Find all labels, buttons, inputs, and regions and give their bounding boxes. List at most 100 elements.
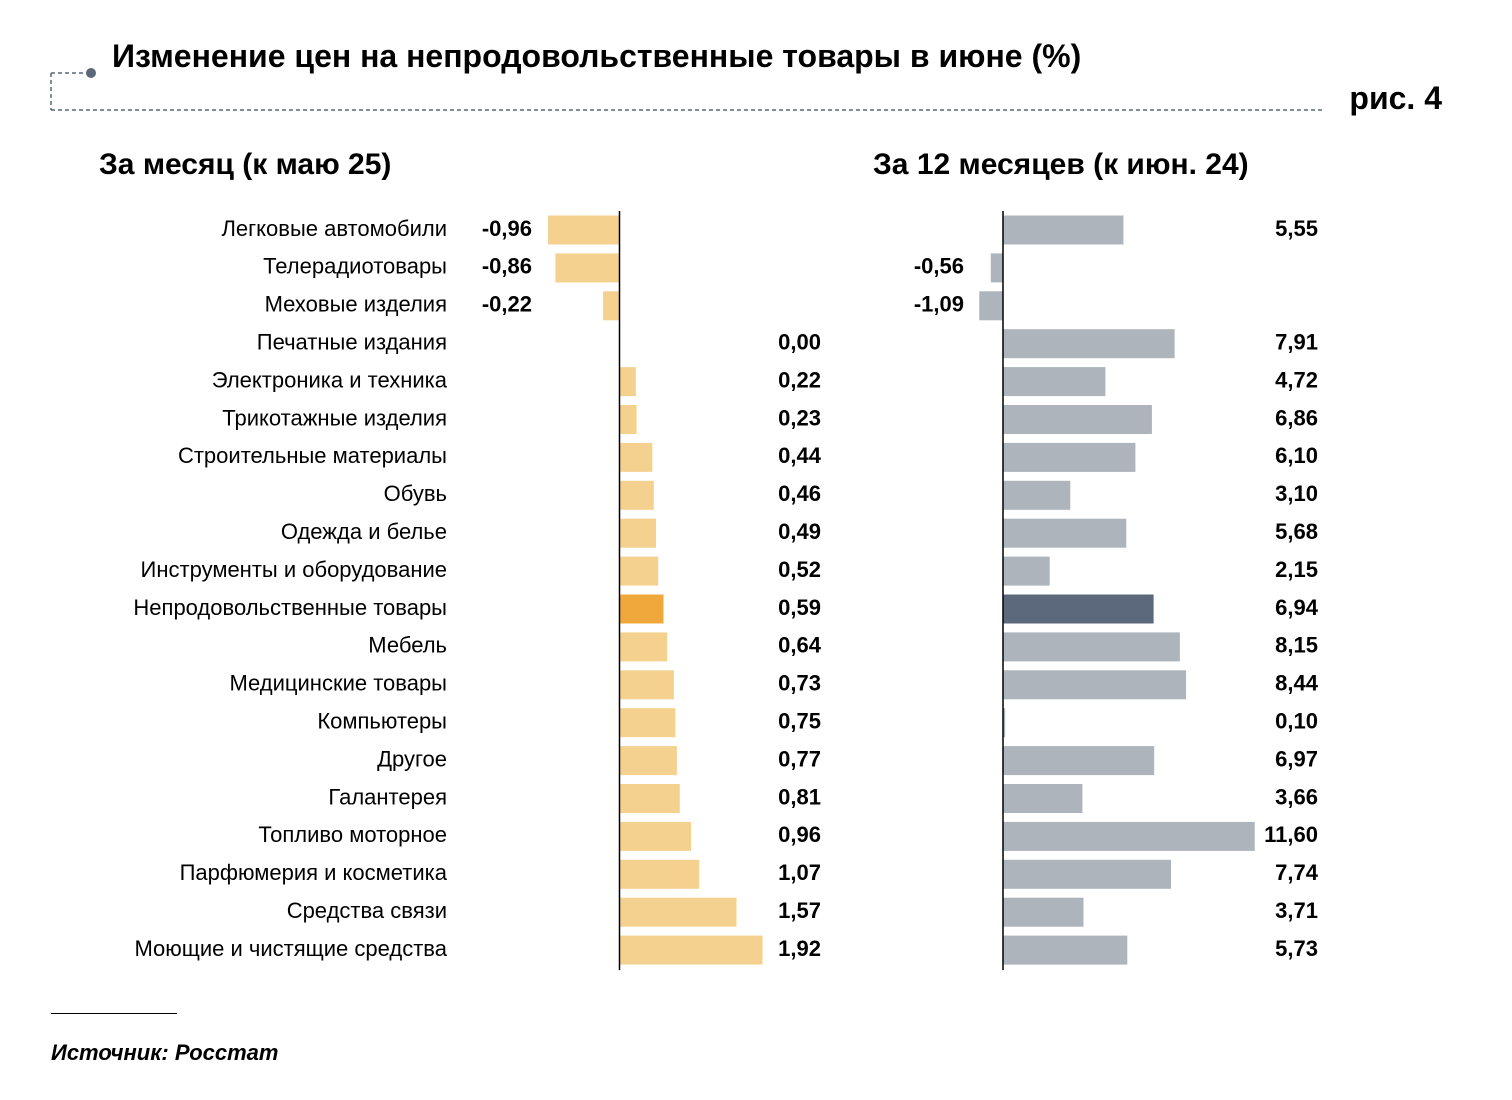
monthly-bar — [619, 367, 636, 397]
yearly-value-label: 8,44 — [1275, 671, 1319, 696]
yearly-bar — [1003, 405, 1152, 434]
monthly-value-label: -0,86 — [482, 254, 532, 279]
category-label: Легковые автомобили — [221, 216, 447, 241]
category-label: Трикотажные изделия — [222, 405, 447, 430]
category-label: Телерадиотовары — [263, 254, 447, 279]
yearly-value-label: 6,10 — [1275, 443, 1318, 468]
category-label: Мебель — [368, 633, 447, 658]
monthly-value-label: 0,00 — [778, 330, 821, 355]
category-label: Парфюмерия и косметика — [180, 860, 448, 885]
yearly-value-label: 11,60 — [1264, 822, 1318, 847]
monthly-bar — [619, 556, 659, 586]
yearly-value-label: 2,15 — [1275, 557, 1318, 582]
yearly-bar — [1003, 329, 1175, 359]
monthly-bar — [619, 746, 677, 776]
monthly-value-label: 0,52 — [778, 557, 821, 582]
figure-number: рис. 4 — [1349, 80, 1442, 116]
monthly-value-label: 0,81 — [778, 784, 821, 809]
category-label: Галантерея — [328, 784, 447, 809]
category-label: Другое — [377, 746, 447, 771]
monthly-bar — [619, 405, 637, 434]
monthly-bar — [619, 518, 656, 548]
category-label: Средства связи — [287, 898, 447, 923]
category-label: Одежда и белье — [281, 519, 447, 544]
monthly-value-label: 0,96 — [778, 822, 821, 847]
yearly-bar — [1003, 670, 1187, 700]
footnote-rule — [51, 1013, 177, 1014]
yearly-bar — [1003, 632, 1180, 662]
monthly-value-label: 0,49 — [778, 519, 821, 544]
yearly-value-label: 5,68 — [1275, 519, 1318, 544]
yearly-bar — [990, 253, 1003, 283]
yearly-bar — [1003, 746, 1155, 776]
category-label: Строительные материалы — [178, 443, 447, 468]
category-label: Электроника и техника — [212, 367, 448, 392]
category-label: Обувь — [384, 481, 447, 506]
category-label: Моющие и чистящие средства — [134, 936, 447, 961]
category-label: Инструменты и оборудование — [141, 557, 447, 582]
yearly-bar — [1003, 215, 1124, 245]
yearly-value-label: 3,10 — [1275, 481, 1318, 506]
yearly-panel-title: За 12 месяцев (к июн. 24) — [873, 148, 1249, 181]
monthly-bar — [619, 821, 691, 851]
category-label: Печатные издания — [257, 330, 447, 355]
monthly-value-label: 0,46 — [778, 481, 821, 506]
monthly-bar — [619, 480, 654, 510]
yearly-value-label: 6,94 — [1275, 595, 1319, 620]
monthly-value-label: 0,59 — [778, 595, 821, 620]
monthly-bar — [603, 291, 620, 321]
monthly-bar — [619, 708, 676, 738]
source-note: Источник: Росстат — [51, 1040, 279, 1065]
yearly-bar — [1003, 594, 1154, 624]
monthly-bar — [619, 594, 664, 624]
monthly-value-label: -0,22 — [482, 292, 532, 317]
yearly-value-label: -1,09 — [914, 292, 964, 317]
monthly-value-label: 0,73 — [778, 671, 821, 696]
yearly-value-label: 0,10 — [1275, 709, 1318, 734]
monthly-value-label: 0,44 — [778, 443, 822, 468]
monthly-bar — [619, 632, 668, 662]
monthly-value-label: 0,22 — [778, 367, 821, 392]
yearly-bar — [979, 291, 1003, 321]
yearly-value-label: 3,66 — [1275, 784, 1318, 809]
yearly-bar — [1003, 821, 1255, 851]
yearly-value-label: 8,15 — [1275, 633, 1318, 658]
monthly-bar — [555, 253, 620, 283]
yearly-value-label: 5,73 — [1275, 936, 1318, 961]
monthly-bar — [619, 859, 700, 889]
monthly-panel-title: За месяц (к маю 25) — [99, 148, 392, 181]
yearly-value-label: 4,72 — [1275, 367, 1318, 392]
category-label: Компьютеры — [317, 709, 447, 734]
yearly-value-label: 6,86 — [1275, 405, 1318, 430]
monthly-value-label: 0,77 — [778, 746, 821, 771]
yearly-value-label: -0,56 — [914, 254, 964, 279]
yearly-value-label: 6,97 — [1275, 746, 1318, 771]
yearly-bar — [1003, 859, 1171, 889]
yearly-value-label: 5,55 — [1275, 216, 1318, 241]
monthly-bar — [619, 784, 680, 813]
category-label: Непродовольственные товары — [133, 595, 447, 620]
category-label: Меховые изделия — [265, 292, 447, 317]
monthly-value-label: 0,64 — [778, 633, 822, 658]
yearly-bar — [1003, 367, 1106, 397]
monthly-value-label: -0,96 — [482, 216, 532, 241]
monthly-value-label: 1,92 — [778, 936, 821, 961]
chart-title: Изменение цен на непродовольственные тов… — [112, 38, 1082, 74]
yearly-value-label: 7,74 — [1275, 860, 1319, 885]
yearly-value-label: 7,91 — [1275, 330, 1318, 355]
yearly-bar — [1003, 518, 1127, 548]
monthly-bar — [619, 442, 653, 472]
monthly-value-label: 0,75 — [778, 709, 821, 734]
yearly-bar — [1003, 556, 1050, 586]
yearly-bar — [1003, 480, 1071, 510]
yearly-bar — [1003, 442, 1136, 472]
category-label: Топливо моторное — [258, 822, 447, 847]
yearly-bar — [1003, 897, 1084, 927]
yearly-bar — [1003, 708, 1006, 738]
category-label: Медицинские товары — [229, 671, 447, 696]
monthly-bar — [619, 670, 674, 700]
monthly-bar — [619, 935, 763, 965]
yearly-bar — [1003, 935, 1128, 965]
